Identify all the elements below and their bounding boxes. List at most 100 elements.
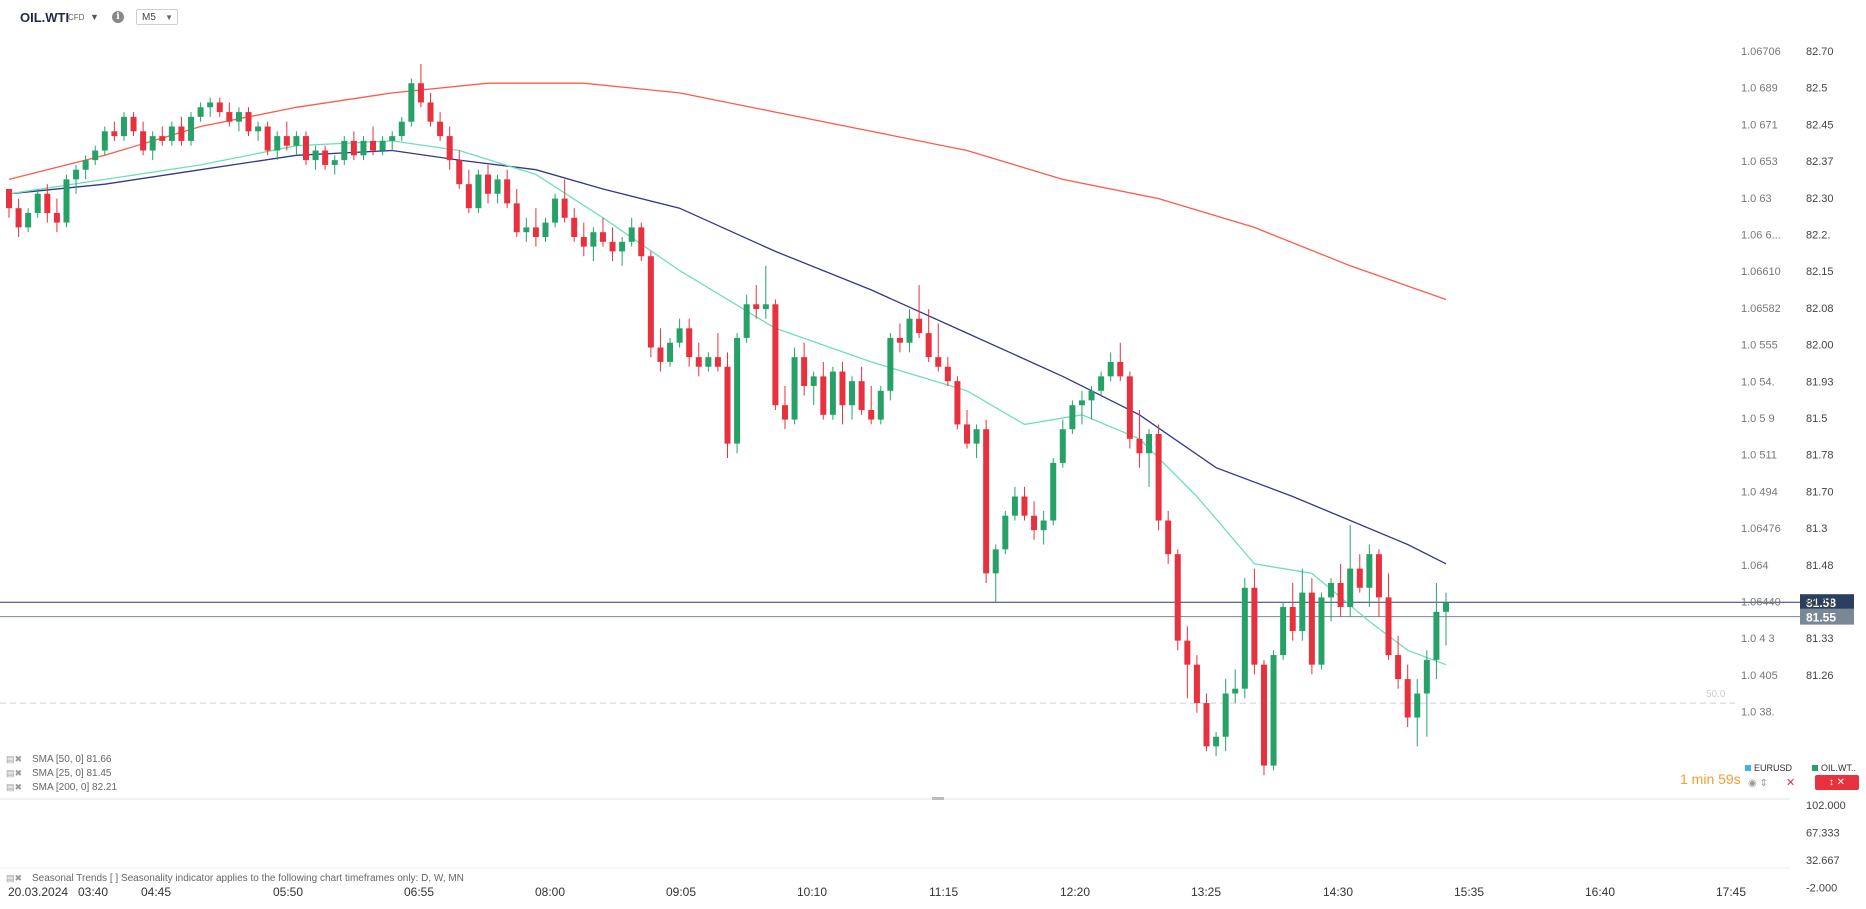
- chevron-down-icon: ▼: [165, 13, 173, 22]
- candle-body: [475, 174, 482, 209]
- candle-body: [877, 390, 884, 420]
- secondary-tick-label: 1.06440: [1741, 597, 1781, 609]
- candle-body: [63, 179, 70, 223]
- candle-body: [935, 357, 942, 367]
- candle-body: [188, 116, 195, 141]
- secondary-tick-label: 1.0 511: [1741, 450, 1777, 462]
- candle-body: [676, 328, 683, 343]
- candle-body: [494, 179, 501, 194]
- price-label-0: 81.58: [1806, 596, 1836, 610]
- candle-body: [561, 198, 568, 218]
- candle-body: [1193, 664, 1200, 704]
- close-icon[interactable]: ✕: [1786, 777, 1796, 789]
- candle-body: [255, 126, 262, 132]
- candle-body: [1126, 376, 1133, 439]
- candle-body: [753, 304, 760, 310]
- candle-body: [485, 174, 491, 194]
- price-tick-label: 81.33: [1806, 633, 1834, 645]
- timeframe-value: M5: [142, 12, 156, 23]
- candle-body: [1260, 664, 1267, 766]
- candle-body: [274, 136, 281, 151]
- candle-body: [437, 121, 444, 137]
- time-tick-label: 08:00: [535, 885, 565, 899]
- level-50-label: 50.0: [1706, 689, 1726, 700]
- seasonal-trends-indicator[interactable]: ▤✖ Seasonal Trends [ ] Seasonality indica…: [6, 873, 464, 884]
- candle-body: [1414, 693, 1421, 718]
- candle-body: [1280, 607, 1287, 656]
- candle-body: [743, 304, 750, 338]
- price-tick-label: 81.3: [1806, 523, 1827, 535]
- price-tick-label: 81.78: [1806, 450, 1834, 462]
- candle-body: [647, 256, 654, 348]
- candle-body: [954, 381, 961, 425]
- secondary-tick-label: 1.06 6...: [1741, 230, 1781, 242]
- candle-body: [427, 102, 434, 122]
- candle-body: [149, 136, 156, 151]
- candle-body: [868, 410, 875, 420]
- candle-body: [1385, 597, 1392, 656]
- indicator-sma50[interactable]: ▤✖ SMA [50, 0] 81.66: [6, 754, 112, 765]
- candle-body: [408, 83, 415, 122]
- candle-body: [801, 357, 808, 386]
- indicator-sma200[interactable]: ▤✖ SMA [200, 0] 82.21: [6, 782, 118, 793]
- indicator-settings-icon[interactable]: ▤✖: [6, 754, 23, 764]
- timeframe-select[interactable]: M5 ▼: [136, 9, 178, 25]
- candle-body: [1078, 400, 1085, 406]
- candle-body: [1146, 434, 1153, 454]
- candle-body: [628, 227, 635, 242]
- indicator-settings-icon[interactable]: ▤✖: [6, 782, 23, 792]
- candle-body: [197, 107, 204, 117]
- candle-body: [1395, 655, 1402, 680]
- eurusd-visibility-icon[interactable]: ◉ ⇕: [1748, 778, 1768, 789]
- oil-controls-badge[interactable]: ↕ ✕: [1815, 775, 1859, 790]
- price-label-1: 81.55: [1806, 611, 1836, 625]
- candle-body: [619, 241, 626, 252]
- candle-body: [686, 328, 693, 358]
- candle-body: [456, 160, 463, 185]
- candle-body: [140, 131, 147, 151]
- price-tick-label: 82.15: [1806, 266, 1834, 278]
- candle-body: [887, 337, 894, 391]
- candle-body: [944, 366, 951, 382]
- candle-body: [264, 126, 271, 151]
- secondary-tick-label: 1.0 38.: [1741, 707, 1775, 719]
- candle-body: [638, 227, 645, 257]
- candle-body: [916, 318, 923, 334]
- price-tick-label: 81.70: [1806, 486, 1834, 498]
- secondary-tick-label: 1.0 494: [1741, 486, 1778, 498]
- secondary-tick-label: 1.0 4 3: [1741, 633, 1775, 645]
- price-tick-label: 81.5: [1806, 413, 1827, 425]
- secondary-tick-label: 1.06706: [1741, 46, 1781, 58]
- candle-body: [446, 136, 453, 161]
- candle-body: [762, 304, 769, 310]
- legend-oil[interactable]: OIL.WT..: [1812, 763, 1856, 773]
- indicator-settings-icon[interactable]: ▤✖: [6, 768, 23, 778]
- indicator-settings-icon[interactable]: ▤✖: [6, 873, 23, 883]
- legend-eurusd[interactable]: EURUSD: [1745, 763, 1792, 773]
- candle-body: [849, 381, 856, 406]
- candle-body: [532, 227, 539, 238]
- candle-body: [178, 126, 185, 141]
- info-icon[interactable]: i: [112, 11, 124, 23]
- candle-body: [1366, 554, 1373, 588]
- pane-resize-handle: [932, 797, 944, 800]
- candle-body: [293, 136, 300, 146]
- symbol-type-label: CFD: [68, 13, 85, 22]
- candle-body: [1222, 693, 1229, 737]
- osc-tick-label: 67.333: [1806, 828, 1840, 840]
- sma-line-2: [8, 82, 1447, 301]
- candle-body: [1002, 515, 1009, 550]
- chevron-down-icon[interactable]: ▼: [90, 12, 99, 22]
- candle-body: [1213, 736, 1220, 747]
- price-tick-label: 82.00: [1806, 340, 1834, 352]
- candle-body: [216, 102, 223, 113]
- symbol-name[interactable]: OIL.WTI: [20, 10, 70, 25]
- candle-body: [580, 237, 587, 247]
- price-tick-label: 81.26: [1806, 670, 1834, 682]
- osc-tick-label: 102.000: [1806, 800, 1846, 812]
- candle-body: [25, 212, 32, 228]
- candle-body: [552, 198, 559, 223]
- indicator-sma25[interactable]: ▤✖ SMA [25, 0] 81.45: [6, 768, 112, 779]
- candle-body: [207, 102, 214, 108]
